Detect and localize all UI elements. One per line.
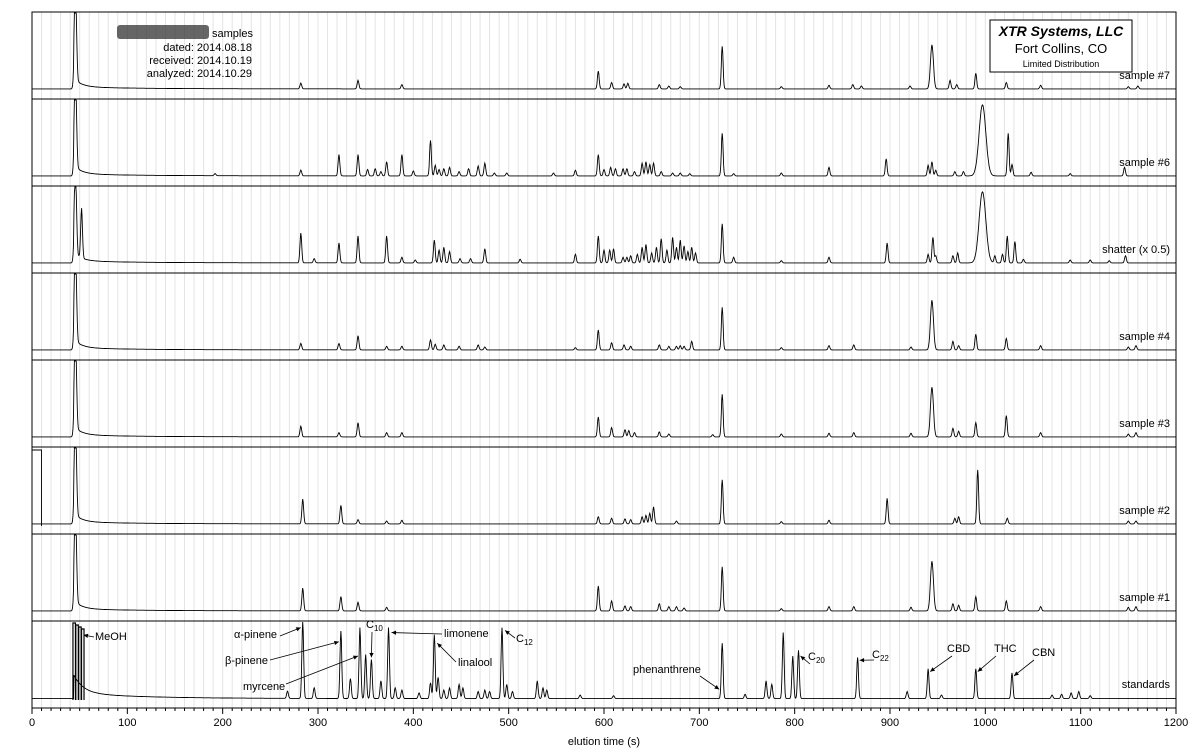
- annotation-text: phenanthrene: [633, 664, 701, 676]
- peak-annotation-label: β-pinene: [225, 655, 268, 667]
- dated-text: dated: 2014.08.18: [163, 42, 252, 54]
- series-label: sample #6: [1119, 157, 1170, 169]
- series-label: sample #2: [1119, 505, 1170, 517]
- peak-annotation-label: CBN: [1032, 647, 1055, 659]
- annotation-text: C: [808, 651, 816, 663]
- series-label: shatter (x 0.5): [1102, 244, 1170, 256]
- peak-annotation-label: C12: [516, 633, 533, 647]
- sample-header: samples dated: 2014.08.18 received: 2014…: [117, 25, 253, 80]
- annotation-text: C: [872, 649, 880, 661]
- x-tick-label: 800: [785, 717, 803, 729]
- peak-annotation-label: CBD: [947, 643, 970, 655]
- annotation-text: MeOH: [95, 631, 127, 643]
- annotation-subscript: 20: [816, 656, 825, 665]
- peak-annotation-label: THC: [994, 643, 1017, 655]
- x-tick-label: 500: [499, 717, 517, 729]
- annotation-arrowhead: [334, 641, 339, 645]
- peak-annotation-label: linalool: [458, 657, 492, 669]
- series-label: standards: [1122, 679, 1171, 691]
- company-note: Limited Distribution: [1023, 59, 1100, 69]
- annotation-leader: [286, 656, 358, 684]
- annotation-text: limonene: [444, 628, 489, 640]
- grid-lines: [32, 12, 1176, 708]
- analyzed-text: analyzed: 2014.10.29: [147, 68, 252, 80]
- annotation-subscript: 10: [374, 624, 383, 633]
- solvent-peak: [82, 629, 85, 700]
- peak-annotation-label: myrcene: [243, 681, 285, 693]
- peak-annotation-label: phenanthrene: [633, 664, 701, 676]
- annotation-text: linalool: [458, 657, 492, 669]
- company-location: Fort Collins, CO: [1015, 41, 1107, 56]
- samples-word: samples: [212, 28, 253, 40]
- x-axis-label: elution time (s): [568, 736, 640, 748]
- x-tick-label: 200: [213, 717, 231, 729]
- annotation-text: myrcene: [243, 681, 285, 693]
- annotation-arrowhead: [930, 667, 935, 671]
- series-label: sample #1: [1119, 592, 1170, 604]
- annotation-subscript: 22: [880, 654, 889, 663]
- solvent-peak: [73, 623, 75, 700]
- annotation-arrowhead: [1014, 671, 1019, 676]
- x-tick-label: 900: [881, 717, 899, 729]
- x-tick-label: 0: [29, 717, 35, 729]
- annotation-text: C: [516, 633, 524, 645]
- annotation-text: β-pinene: [225, 655, 268, 667]
- solvent-peak: [76, 625, 79, 700]
- early-artefact: [32, 450, 42, 526]
- annotation-subscript: 12: [524, 638, 533, 647]
- received-text: received: 2014.10.19: [149, 55, 252, 67]
- x-tick-label: 100: [118, 717, 136, 729]
- peak-annotation-label: MeOH: [95, 631, 127, 643]
- annotation-text: CBD: [947, 643, 970, 655]
- redacted-name-block: [117, 25, 209, 39]
- annotation-leader: [392, 633, 442, 634]
- annotation-arrowhead: [369, 653, 373, 658]
- x-tick-label: 400: [404, 717, 422, 729]
- annotation-text: CBN: [1032, 647, 1055, 659]
- annotation-text: THC: [994, 643, 1017, 655]
- company-name: XTR Systems, LLC: [998, 23, 1124, 39]
- series-label: sample #3: [1119, 418, 1170, 430]
- x-tick-label: 300: [309, 717, 327, 729]
- company-box: XTR Systems, LLC Fort Collins, CO Limite…: [990, 20, 1132, 72]
- x-tick-label: 700: [690, 717, 708, 729]
- x-tick-label: 1000: [973, 717, 997, 729]
- x-tick-label: 600: [595, 717, 613, 729]
- annotation-text: C: [366, 619, 374, 631]
- series-label: sample #4: [1119, 331, 1170, 343]
- peak-annotation-label: α-pinene: [234, 629, 277, 641]
- peak-annotation-label: limonene: [444, 628, 489, 640]
- annotation-text: α-pinene: [234, 629, 277, 641]
- x-tick-label: 1200: [1164, 717, 1188, 729]
- x-tick-label: 1100: [1069, 717, 1093, 729]
